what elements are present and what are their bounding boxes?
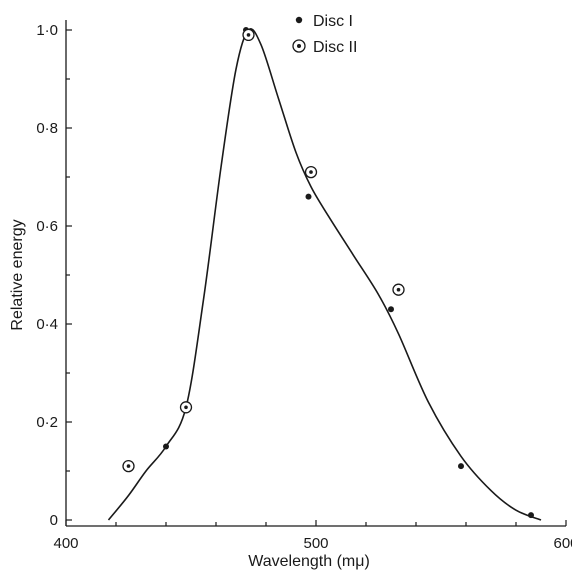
y-tick-label: 0: [50, 512, 58, 529]
x-tick-label: 400: [53, 535, 78, 552]
y-tick-label: 0·6: [36, 218, 58, 235]
y-tick-label: 0·2: [36, 414, 58, 431]
disc-2-point: [309, 170, 313, 174]
disc-2-point: [184, 405, 188, 410]
x-tick-label: 600: [553, 535, 572, 552]
legend-marker-disc-2-ring: [292, 39, 306, 53]
disc-1-point: [388, 306, 394, 313]
y-tick-label: 0·4: [36, 316, 58, 333]
y-tick-label: 1·0: [36, 22, 58, 39]
axes: [65, 20, 566, 527]
disc-2-point: [246, 33, 251, 37]
y-tick-label: 0·8: [36, 120, 58, 137]
y-axis-label: Relative energy: [9, 219, 26, 330]
disc-1-point: [305, 193, 312, 200]
x-ticks: 400 500 600: [53, 520, 572, 552]
disc-1-point: [458, 463, 464, 470]
data-points: [122, 27, 534, 519]
disc-1-point: [528, 512, 534, 519]
fit-curve: [107, 28, 542, 521]
legend: Disc I Disc II: [292, 13, 357, 56]
legend-label-disc-1: Disc I: [313, 13, 353, 30]
disc-1-point: [163, 443, 169, 450]
legend-marker-disc-2-dot: [297, 44, 301, 48]
legend-label-disc-2: Disc II: [313, 39, 357, 56]
legend-marker-disc-1: [295, 16, 303, 24]
x-axis-label: Wavelength (mμ): [248, 553, 370, 570]
disc-2-point: [126, 464, 131, 468]
disc-2-point: [396, 287, 401, 292]
y-ticks: 0 0·2 0·4 0·6 0·8 1·0: [36, 22, 72, 529]
x-tick-label: 500: [303, 535, 328, 552]
